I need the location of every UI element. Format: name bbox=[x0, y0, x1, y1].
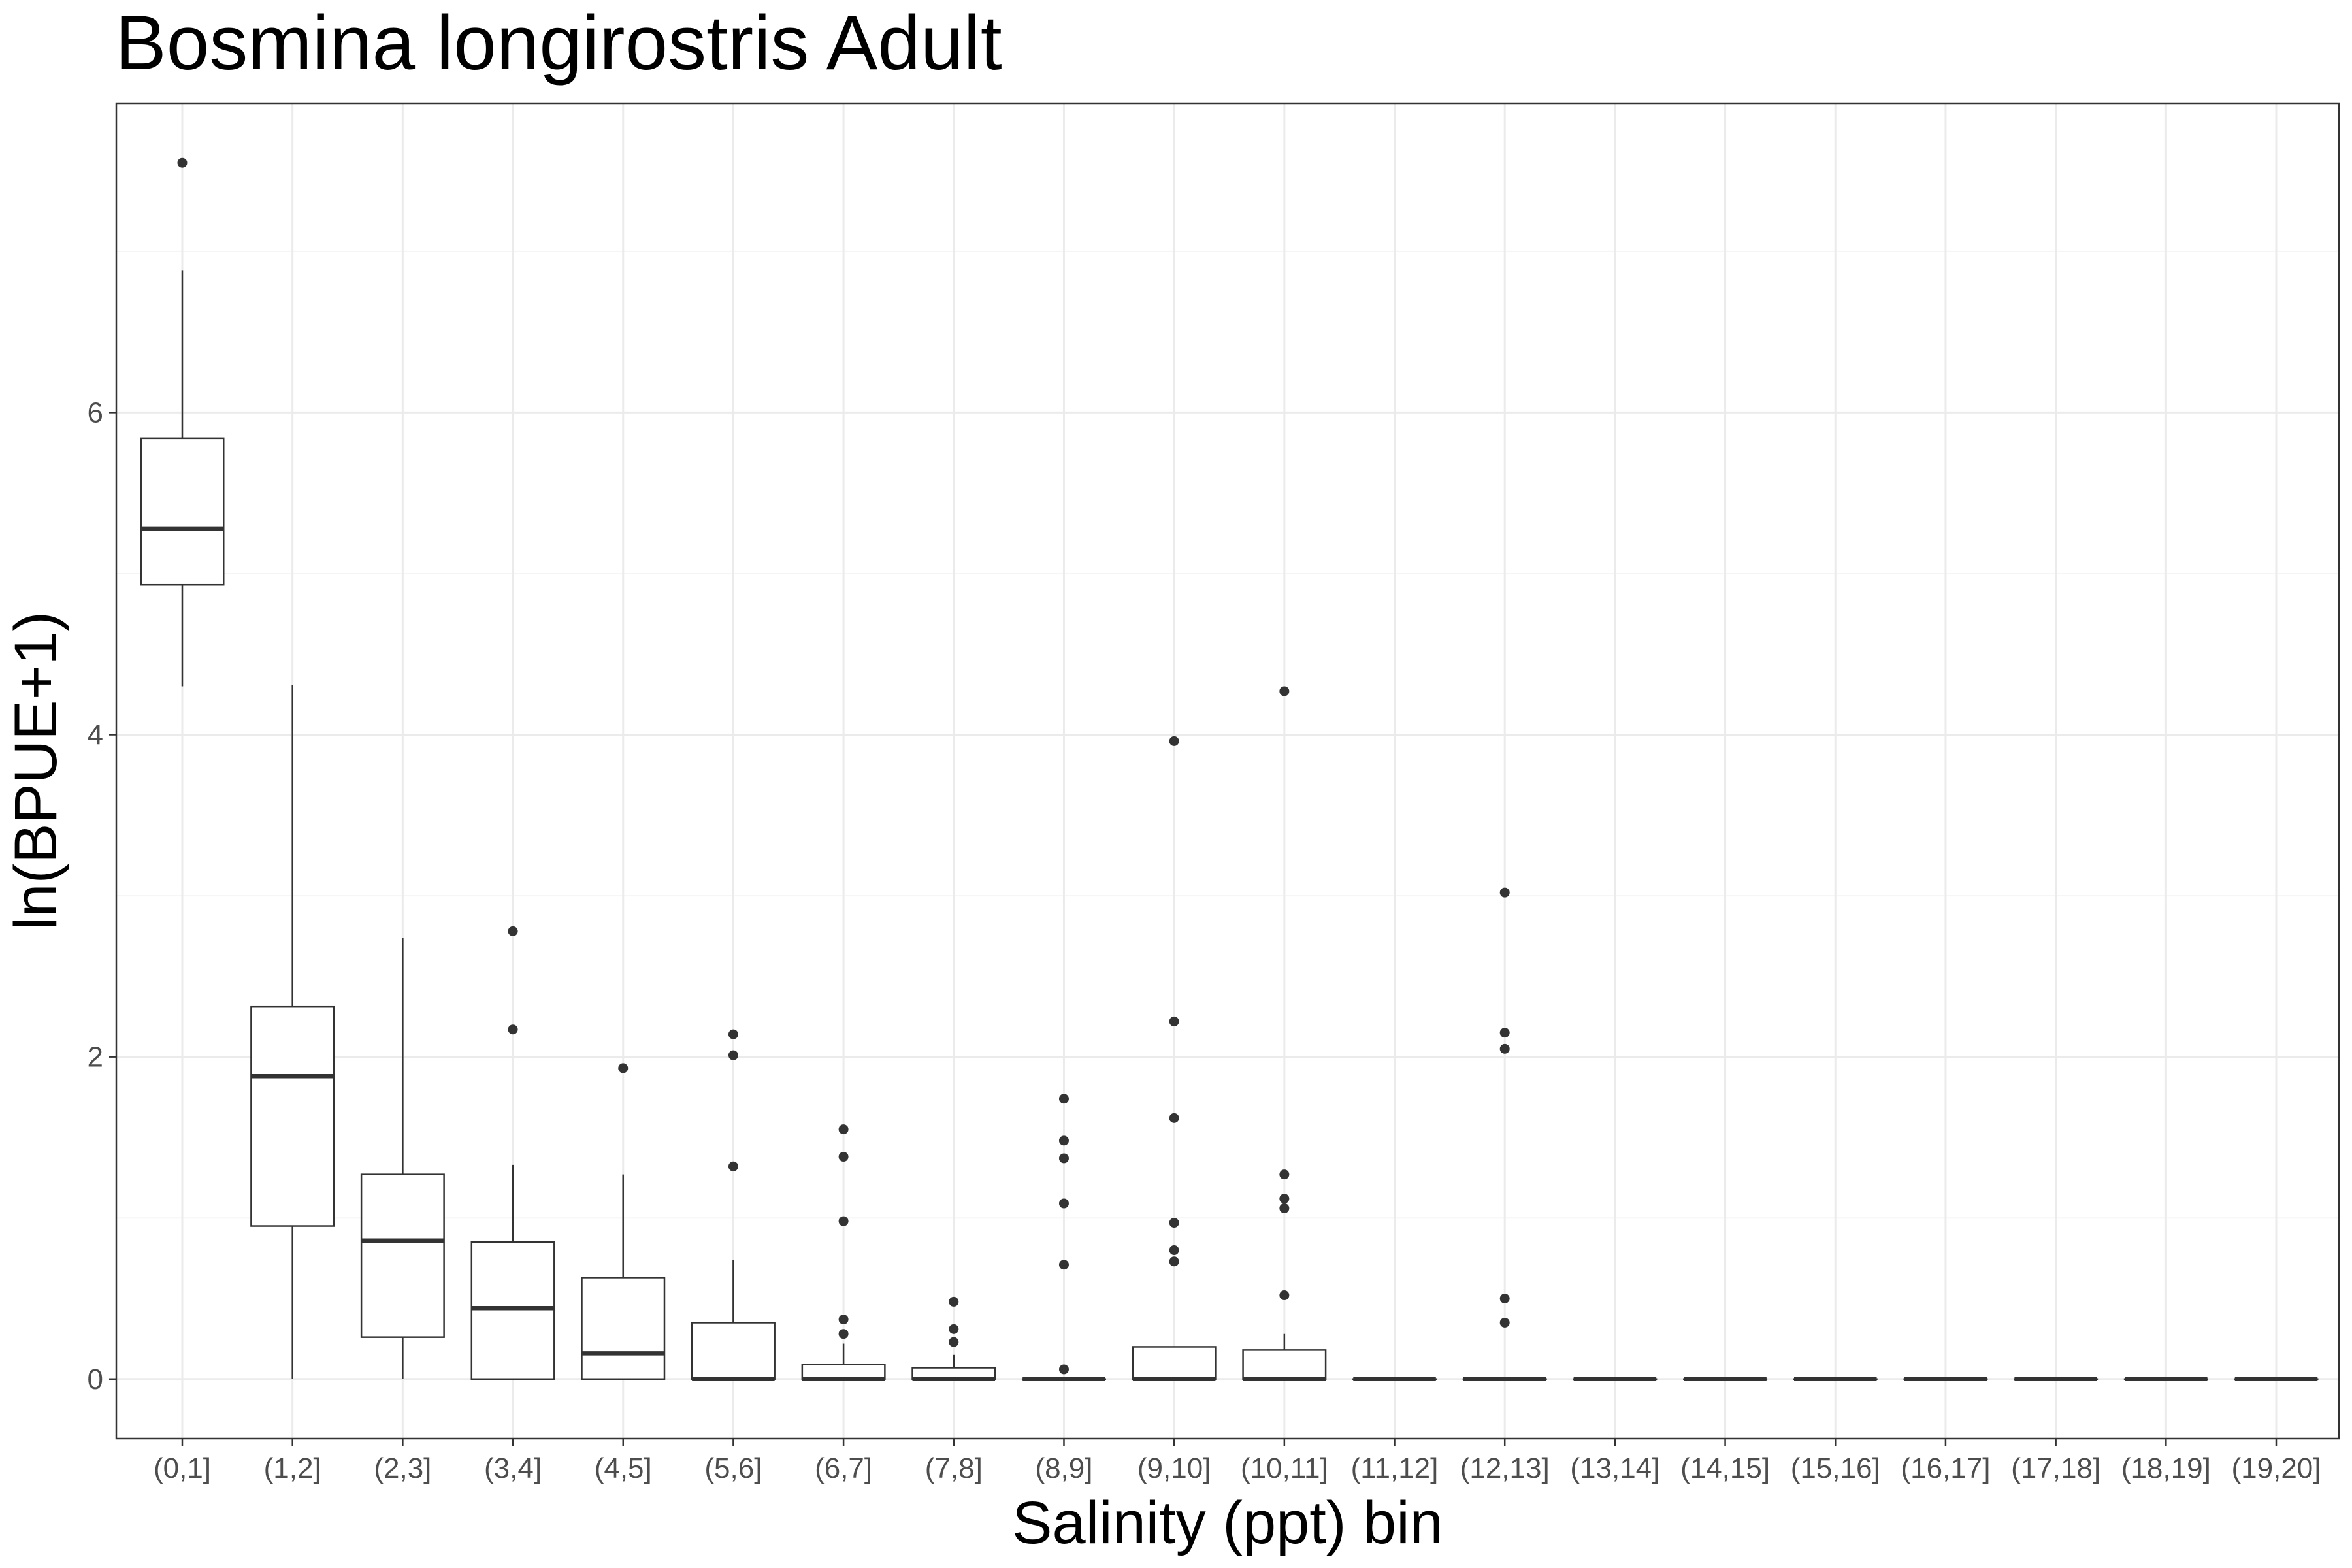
box-group bbox=[1021, 1094, 1106, 1382]
y-axis-title: ln(BPUE+1) bbox=[3, 612, 69, 930]
boxes-layer bbox=[140, 157, 2319, 1382]
box-iqr bbox=[581, 1277, 666, 1380]
x-tick-label: (8,9] bbox=[1035, 1452, 1092, 1484]
panel-border bbox=[115, 102, 2340, 1440]
x-tick-label: (6,7] bbox=[815, 1452, 872, 1484]
x-tick-label: (7,8] bbox=[925, 1452, 983, 1484]
box-iqr bbox=[1242, 1349, 1327, 1380]
box-iqr bbox=[250, 1005, 335, 1227]
outlier-point bbox=[1279, 686, 1290, 696]
box-iqr bbox=[691, 1322, 776, 1380]
box-group bbox=[1462, 887, 1547, 1382]
box-iqr bbox=[470, 1241, 555, 1380]
x-tick-label: (2,3] bbox=[374, 1452, 431, 1484]
outlier-point bbox=[1058, 1364, 1069, 1375]
outlier-point bbox=[949, 1337, 959, 1347]
x-tick-label: (13,14] bbox=[1570, 1452, 1659, 1484]
outlier-point bbox=[1169, 1016, 1179, 1026]
x-tick-label: (0,1] bbox=[154, 1452, 211, 1484]
outlier-point bbox=[1058, 1153, 1069, 1164]
outlier-point bbox=[949, 1324, 959, 1334]
x-tick-label: (1,2] bbox=[264, 1452, 321, 1484]
x-tick-label: (19,20] bbox=[2232, 1452, 2321, 1484]
outlier-point bbox=[1499, 1293, 1510, 1303]
x-tick-label: (16,17] bbox=[1901, 1452, 1990, 1484]
outlier-point bbox=[508, 1024, 518, 1035]
x-tick-label: (3,4] bbox=[484, 1452, 542, 1484]
box-iqr bbox=[1132, 1346, 1217, 1380]
y-axis-ticks: 0 2 4 6 bbox=[88, 397, 116, 1396]
outlier-point bbox=[1499, 1317, 1510, 1328]
box-group bbox=[360, 938, 445, 1379]
x-axis-title: Salinity (ppt) bin bbox=[1012, 1490, 1443, 1556]
outlier-point bbox=[838, 1124, 849, 1135]
outlier-point bbox=[508, 926, 518, 936]
box-iqr bbox=[140, 437, 225, 586]
outlier-point bbox=[1058, 1094, 1069, 1104]
box-group bbox=[691, 1029, 776, 1382]
x-tick-label: (11,12] bbox=[1351, 1452, 1439, 1484]
y-tick-label: 4 bbox=[88, 719, 103, 751]
outlier-point bbox=[1499, 1043, 1510, 1054]
outlier-point bbox=[1169, 736, 1179, 746]
outlier-point bbox=[1499, 887, 1510, 898]
y-tick-label: 2 bbox=[88, 1041, 103, 1073]
box-group bbox=[1242, 686, 1327, 1382]
outlier-point bbox=[838, 1152, 849, 1162]
outlier-point bbox=[949, 1296, 959, 1307]
outlier-point bbox=[1058, 1260, 1069, 1270]
outlier-point bbox=[728, 1050, 738, 1060]
x-tick-label: (17,18] bbox=[2011, 1452, 2100, 1484]
x-tick-label: (10,11] bbox=[1241, 1452, 1328, 1484]
outlier-point bbox=[838, 1315, 849, 1325]
x-tick-label: (12,13] bbox=[1460, 1452, 1550, 1484]
outlier-point bbox=[1499, 1028, 1510, 1038]
box-group bbox=[911, 1296, 996, 1382]
x-tick-label: (18,19] bbox=[2121, 1452, 2211, 1484]
outlier-point bbox=[1058, 1198, 1069, 1209]
box-group bbox=[581, 1063, 666, 1380]
box-group bbox=[140, 157, 225, 687]
x-tick-label: (14,15] bbox=[1680, 1452, 1770, 1484]
outlier-point bbox=[728, 1029, 738, 1039]
grid-lines bbox=[116, 103, 2339, 1439]
x-tick-label: (15,16] bbox=[1791, 1452, 1880, 1484]
x-tick-label: (5,6] bbox=[704, 1452, 762, 1484]
x-axis-ticks: (0,1] (1,2] (2,3] (3,4] (4,5] (5,6] (6,7] (7,8]… bbox=[154, 1439, 2321, 1484]
box-group bbox=[801, 1124, 886, 1382]
y-tick-label: 6 bbox=[88, 397, 103, 429]
outlier-point bbox=[1058, 1135, 1069, 1146]
outlier-point bbox=[1279, 1290, 1290, 1301]
box-iqr bbox=[360, 1173, 445, 1338]
box-iqr bbox=[801, 1364, 886, 1380]
outlier-point bbox=[1279, 1194, 1290, 1204]
box-group bbox=[1132, 736, 1217, 1382]
outlier-point bbox=[838, 1329, 849, 1339]
outlier-point bbox=[1169, 1218, 1179, 1228]
chart-title: Bosmina longirostris Adult bbox=[115, 0, 1002, 86]
y-tick-label: 0 bbox=[88, 1364, 103, 1396]
x-tick-label: (4,5] bbox=[595, 1452, 652, 1484]
outlier-point bbox=[838, 1216, 849, 1226]
outlier-point bbox=[1169, 1245, 1179, 1256]
outlier-point bbox=[1279, 1169, 1290, 1180]
outlier-point bbox=[1169, 1256, 1179, 1267]
outlier-point bbox=[728, 1161, 738, 1171]
outlier-point bbox=[618, 1063, 629, 1073]
box-group bbox=[470, 926, 555, 1380]
box-group bbox=[250, 685, 335, 1379]
outlier-point bbox=[177, 157, 188, 168]
x-tick-label: (9,10] bbox=[1137, 1452, 1211, 1484]
outlier-point bbox=[1279, 1203, 1290, 1213]
outlier-point bbox=[1169, 1113, 1179, 1123]
